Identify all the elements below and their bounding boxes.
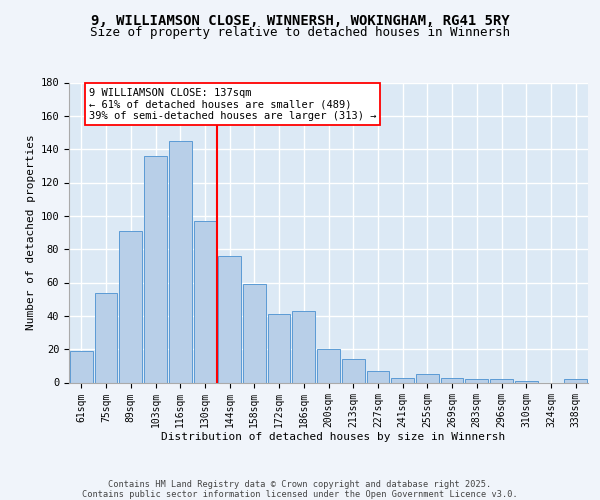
Text: Distribution of detached houses by size in Winnersh: Distribution of detached houses by size … [161, 432, 505, 442]
Bar [342, 359, 365, 382]
Y-axis label: Number of detached properties: Number of detached properties [26, 134, 37, 330]
Bar [317, 349, 340, 382]
Bar [70, 351, 93, 382]
Bar [391, 378, 414, 382]
Bar [515, 381, 538, 382]
Text: 9, WILLIAMSON CLOSE, WINNERSH, WOKINGHAM, RG41 5RY: 9, WILLIAMSON CLOSE, WINNERSH, WOKINGHAM… [91, 14, 509, 28]
Bar [490, 379, 513, 382]
Bar [119, 231, 142, 382]
Bar [169, 141, 191, 382]
Text: 9 WILLIAMSON CLOSE: 137sqm
← 61% of detached houses are smaller (489)
39% of sem: 9 WILLIAMSON CLOSE: 137sqm ← 61% of deta… [89, 88, 376, 120]
Bar [218, 256, 241, 382]
Text: Contains HM Land Registry data © Crown copyright and database right 2025.
Contai: Contains HM Land Registry data © Crown c… [82, 480, 518, 499]
Bar [95, 292, 118, 382]
Bar [441, 378, 463, 382]
Bar [292, 311, 315, 382]
Bar [243, 284, 266, 382]
Bar [416, 374, 439, 382]
Text: Size of property relative to detached houses in Winnersh: Size of property relative to detached ho… [90, 26, 510, 39]
Bar [144, 156, 167, 382]
Bar [268, 314, 290, 382]
Bar [564, 379, 587, 382]
Bar [194, 221, 216, 382]
Bar [367, 371, 389, 382]
Bar [466, 379, 488, 382]
